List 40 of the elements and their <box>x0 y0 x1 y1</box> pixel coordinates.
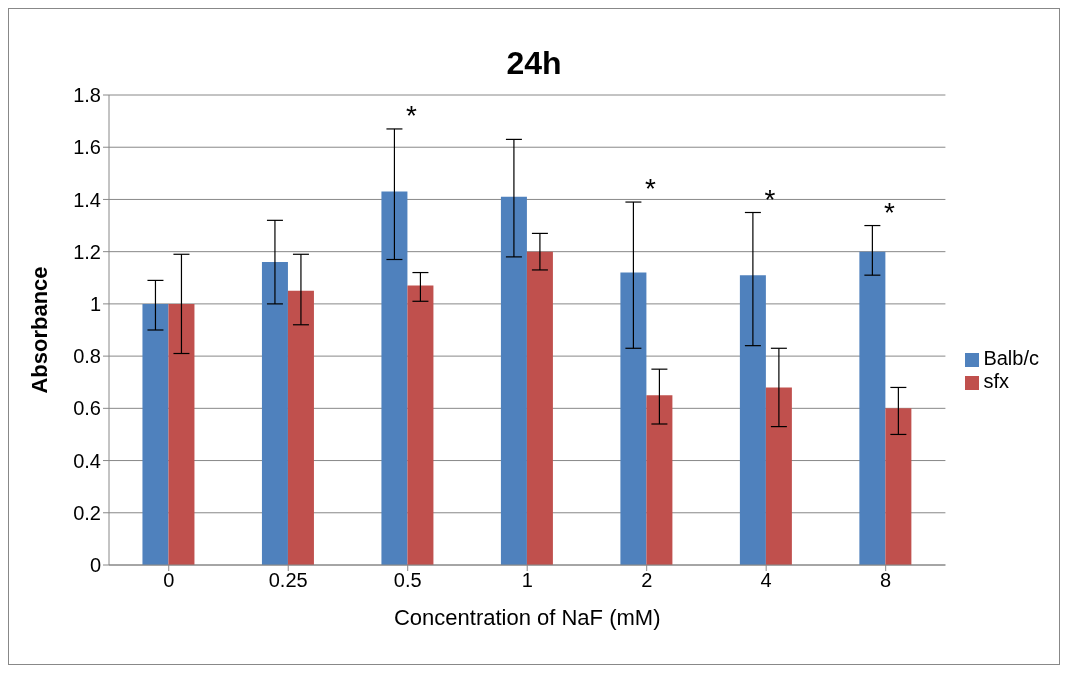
bar <box>526 251 553 565</box>
y-tick-label: 0.8 <box>73 345 101 368</box>
y-tick-label: 0.6 <box>73 397 101 420</box>
x-tick-label: 4 <box>760 569 772 592</box>
x-tick-label: 0.5 <box>393 569 422 592</box>
data-label: * <box>883 196 895 228</box>
legend-label: Balb/c <box>983 347 1039 369</box>
y-axis-title: Absorbance <box>26 266 52 394</box>
bar <box>168 303 195 565</box>
x-tick-label: 1 <box>521 569 533 592</box>
bar <box>261 262 288 565</box>
y-tick-label: 1.4 <box>73 188 101 211</box>
y-tick-label: 1.6 <box>73 136 101 159</box>
bar <box>381 191 408 565</box>
data-label: * <box>644 173 656 205</box>
chart-title: 24h <box>505 45 563 83</box>
y-tick-label: 1.2 <box>73 240 101 263</box>
x-axis-title: Concentration of NaF (mM) <box>393 605 661 630</box>
legend-label: sfx <box>983 370 1009 392</box>
y-tick-label: 0.2 <box>73 501 101 524</box>
bar <box>859 251 886 565</box>
bar <box>765 387 792 565</box>
bar <box>407 285 434 565</box>
bar <box>287 290 314 565</box>
bar <box>500 196 527 565</box>
x-tick-label: 8 <box>880 569 892 592</box>
bar <box>620 272 647 565</box>
y-tick-label: 1.8 <box>73 84 101 107</box>
data-label: * <box>405 99 417 131</box>
bar <box>646 395 673 565</box>
y-tick-label: 0 <box>89 554 101 577</box>
x-tick-label: 0.25 <box>268 569 308 592</box>
x-tick-label: 0 <box>163 569 175 592</box>
bar <box>885 408 912 565</box>
x-tick-label: 2 <box>641 569 653 592</box>
y-tick-label: 0.4 <box>73 449 101 472</box>
data-label: * <box>764 183 776 215</box>
bar <box>739 275 766 565</box>
y-tick-label: 1 <box>89 292 101 315</box>
bar <box>142 303 169 565</box>
